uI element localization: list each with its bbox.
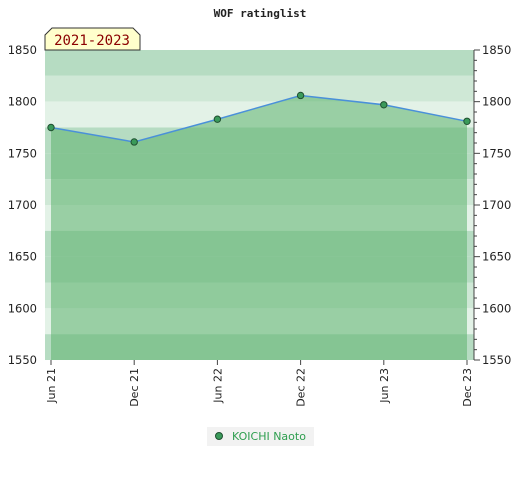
- y-tick-label-left: 1600: [8, 301, 37, 315]
- period-label: 2021-2023: [54, 33, 130, 49]
- legend-marker: [215, 432, 223, 440]
- y-tick-label-left: 1750: [8, 146, 37, 160]
- data-point: [380, 101, 388, 109]
- x-tick-label: Jun 23: [378, 368, 391, 404]
- y-tick-label-right: 1850: [482, 43, 511, 57]
- series-line: [50, 94, 468, 143]
- axes: 1550 1550 1600 1600 1650 1650 1700 1700 1750 1750…: [8, 43, 512, 407]
- x-tick-label: Jun 21: [45, 368, 58, 404]
- series-area: [51, 95, 467, 360]
- x-tick-label: Jun 22: [211, 368, 224, 404]
- legend: KOICHI Naoto: [207, 427, 314, 446]
- plot-band: [45, 50, 474, 76]
- x-tick-label: Dec 23: [461, 368, 474, 407]
- y-tick-label-left: 1850: [8, 43, 37, 57]
- chart-title: WOF ratinglist: [214, 7, 307, 20]
- data-point: [463, 117, 471, 126]
- data-marks: [47, 91, 471, 146]
- x-tick-label: Dec 22: [295, 368, 308, 407]
- x-tick-label: Dec 21: [128, 368, 141, 407]
- data-point: [130, 138, 138, 146]
- y-tick-label-right: 1700: [482, 198, 511, 212]
- y-tick-label-left: 1800: [8, 95, 37, 109]
- y-tick-label-right: 1800: [482, 95, 511, 109]
- data-point: [213, 115, 222, 123]
- y-tick-label-left: 1550: [8, 353, 37, 367]
- period-badge: 2021-2023: [44, 27, 141, 51]
- y-tick-label-right: 1750: [482, 146, 511, 160]
- data-point: [296, 91, 305, 100]
- y-tick-label-right: 1650: [482, 250, 511, 264]
- legend-box: [207, 427, 314, 446]
- y-tick-label-left: 1650: [8, 250, 37, 264]
- data-point: [47, 123, 55, 132]
- y-tick-label-right: 1600: [482, 301, 511, 315]
- period-badge-box: [44, 27, 141, 51]
- area-layer: [51, 95, 467, 360]
- legend-series-name: KOICHI Naoto: [232, 430, 306, 443]
- plot-band: [45, 75, 474, 102]
- y-tick-label-right: 1550: [482, 353, 511, 367]
- y-tick-label-left: 1700: [8, 198, 37, 212]
